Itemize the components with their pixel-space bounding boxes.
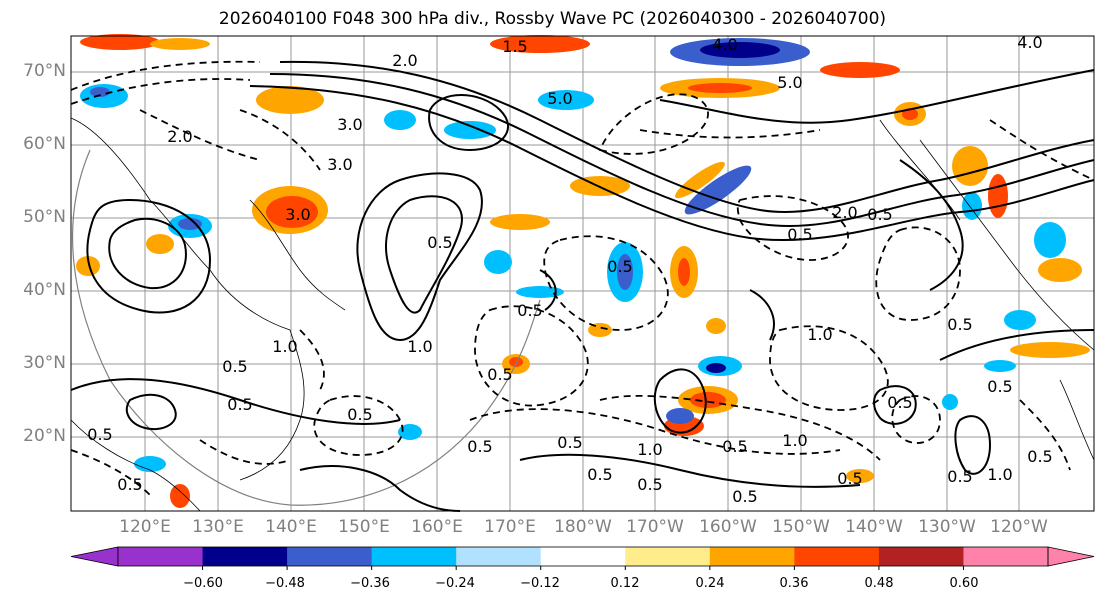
contour-label: 1.0 [987,465,1012,484]
contour-label: 0.5 [222,357,247,376]
contour-label: 3.0 [327,155,352,174]
divergence-shading [76,34,1090,508]
lat-label: 20°N [23,426,66,446]
colorbar-tick-label: 0.12 [610,576,640,591]
lon-label: 130°E [192,517,244,537]
lon-label: 120°W [990,517,1048,537]
contour-label: 4.0 [712,35,737,54]
lat-label: 50°N [23,207,66,227]
colorbar-frame [117,546,1049,567]
lon-label: 160°W [699,517,757,537]
coastlines [70,117,1095,512]
colorbar-tick-label: −0.36 [350,576,390,591]
colorbar-swatch [709,547,795,566]
colorbar [70,546,1095,570]
contour-label: 1.0 [807,325,832,344]
contour-label: 2.0 [167,127,192,146]
lon-label: 120°E [119,517,171,537]
contour-label: 0.5 [867,205,892,224]
colorbar-swatch [371,547,457,566]
colorbar-max-extension [1047,546,1095,567]
great-circle-arc [71,149,541,506]
contour-label: 0.5 [1027,447,1052,466]
contour-label: 0.5 [347,405,372,424]
colorbar-tick-label: 0.24 [695,576,725,591]
colorbar-tick-label: −0.48 [265,576,305,591]
lat-label: 30°N [23,353,66,373]
colorbar-swatch [794,547,880,566]
lat-label: 70°N [23,61,66,81]
lon-label: 150°W [772,517,830,537]
contour-label: 0.5 [947,315,972,334]
lon-label: 140°E [265,517,317,537]
contour-label: 1.0 [407,337,432,356]
colorbar-swatch [287,547,373,566]
contour-label: 2.0 [832,203,857,222]
colorbar-swatch [878,547,964,566]
contour-label: 2.0 [392,51,417,70]
contour-label: 0.5 [587,465,612,484]
dashed-contours [70,60,1095,496]
contour-label: 1.5 [502,37,527,56]
colorbar-min-extension [70,546,119,567]
lat-label: 60°N [23,134,66,154]
contour-label: 5.0 [547,89,572,108]
colorbar-swatch [456,547,542,566]
contour-label: 0.5 [117,475,142,494]
contour-label: 0.5 [637,475,662,494]
contour-label: 0.5 [467,437,492,456]
colorbar-swatch [202,547,288,566]
lat-label: 40°N [23,280,66,300]
contour-label: 3.0 [285,205,310,224]
contour-label: 0.5 [87,425,112,444]
contour-label: 1.0 [782,431,807,450]
colorbar-tick-label: 0.48 [864,576,894,591]
contour-label: 0.5 [837,469,862,488]
colorbar-tick-label: −0.12 [520,576,560,591]
contour-label: 0.5 [987,377,1012,396]
contour-label: 0.5 [607,257,632,276]
contour-label: 0.5 [517,301,542,320]
contour-label: 0.5 [487,365,512,384]
contour-label: 0.5 [227,395,252,414]
contour-label: 5.0 [777,73,802,92]
colorbar-swatch [625,547,711,566]
lon-label: 150°E [338,517,390,537]
contour-label: 0.5 [427,233,452,252]
lon-label: 170°W [626,517,684,537]
contour-label: 0.5 [732,487,757,506]
contour-label: 3.0 [337,115,362,134]
map-title: 2026040100 F048 300 hPa div., Rossby Wav… [218,9,887,29]
lon-label: 130°W [918,517,976,537]
lon-label: 180°W [554,517,612,537]
lon-label: 170°E [484,517,536,537]
contour-label: 0.5 [947,467,972,486]
colorbar-tick-label: −0.24 [435,576,475,591]
contour-label: 0.5 [722,437,747,456]
contour-label: 0.5 [887,393,912,412]
colorbar-tick-label: −0.60 [183,576,223,591]
contour-label: 1.0 [637,440,662,459]
contour-label: 0.5 [787,225,812,244]
gridlines [71,36,1094,511]
contour-label: 0.5 [557,433,582,452]
colorbar-swatch [540,547,626,566]
map-frame [70,35,1095,512]
lon-label: 140°W [845,517,903,537]
colorbar-tick-label: 0.36 [779,576,809,591]
colorbar-swatch [963,547,1049,566]
contour-label: 4.0 [1017,33,1042,52]
lon-label: 160°E [411,517,463,537]
contour-label: 1.0 [272,337,297,356]
colorbar-tick-label: 0.60 [949,576,979,591]
colorbar-swatch [118,547,204,566]
